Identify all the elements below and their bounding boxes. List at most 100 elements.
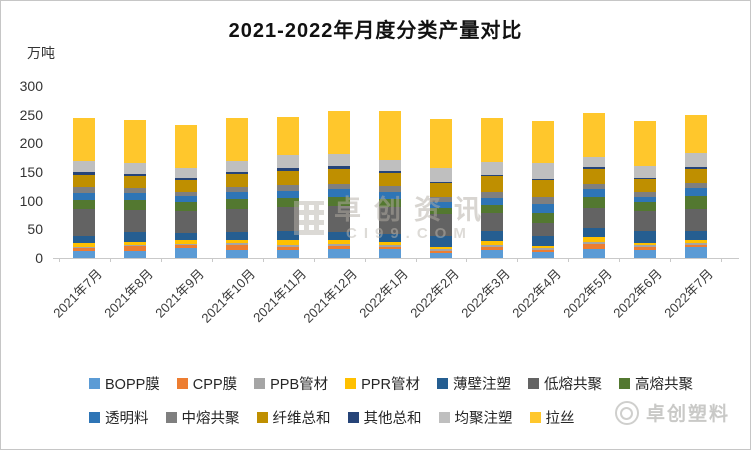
legend-swatch-icon xyxy=(165,412,177,423)
bar-segment xyxy=(582,208,605,229)
bar-segment xyxy=(175,243,198,245)
bar-segment xyxy=(582,169,605,184)
bar-segment xyxy=(531,248,554,251)
bar-segment xyxy=(633,120,656,167)
zhuochuang-logo-icon xyxy=(614,400,639,425)
bar-segment xyxy=(226,174,249,188)
bar-segment xyxy=(124,188,147,194)
bar-segment xyxy=(684,243,707,245)
axis-tick-mark xyxy=(364,258,366,262)
x-tick-label: 2021年10月 xyxy=(198,266,258,326)
bar-segment xyxy=(175,178,198,181)
bar-slot xyxy=(415,86,466,258)
bar-segment xyxy=(429,247,452,250)
bar-segment xyxy=(531,250,554,253)
x-tick-label: 2021年12月 xyxy=(300,266,360,326)
bar-segment xyxy=(531,246,554,249)
legend-swatch-icon xyxy=(618,378,630,389)
bar-segment xyxy=(277,117,300,156)
legend-item-4: PPR管材 xyxy=(345,373,420,394)
bar-segment xyxy=(73,172,96,175)
plot-area xyxy=(59,86,721,258)
legend-swatch-icon xyxy=(527,378,539,389)
legend-swatch-icon xyxy=(89,378,100,389)
y-tick-label: 200 xyxy=(19,135,43,152)
legend-item-8: 透明料 xyxy=(89,407,149,428)
bar-segment xyxy=(226,172,249,175)
bar-segment xyxy=(480,192,503,198)
bar-segment xyxy=(582,248,605,258)
x-tick-label: 2022年3月 xyxy=(457,266,513,321)
legend-label: PPB管材 xyxy=(270,377,329,393)
bar-slot xyxy=(670,86,721,258)
y-tick-label: 0 xyxy=(35,250,43,266)
bar-segment xyxy=(73,250,96,258)
bar-segment xyxy=(684,244,707,247)
stacked-bar xyxy=(226,117,249,258)
legend-swatch-icon xyxy=(438,412,450,423)
legend-swatch-icon xyxy=(436,378,448,389)
bar-segment xyxy=(582,228,605,238)
bar-segment xyxy=(480,244,503,247)
bar-segment xyxy=(73,174,96,187)
axis-tick-mark xyxy=(466,258,468,262)
bar-segment xyxy=(226,208,249,232)
bar-segment xyxy=(480,213,503,231)
bar-segment xyxy=(684,196,707,209)
bar-segment xyxy=(429,118,452,169)
axis-tick-mark xyxy=(313,258,315,262)
legend-item-5: 薄壁注塑 xyxy=(436,373,511,394)
legend-label: 拉丝 xyxy=(545,411,575,427)
stacked-bar xyxy=(480,117,503,258)
bar-segment xyxy=(124,210,147,233)
bar-segment xyxy=(73,246,96,248)
axis-tick-mark xyxy=(160,258,162,262)
legend-label: BOPP膜 xyxy=(105,377,160,393)
legend-item-2: CPP膜 xyxy=(176,373,238,394)
bar-segment xyxy=(277,206,300,232)
bar-segment xyxy=(633,177,656,180)
bar-segment xyxy=(226,199,249,209)
legend-item-10: 纤维总和 xyxy=(256,407,331,428)
x-tick-label: 2022年6月 xyxy=(610,266,666,321)
bar-segment xyxy=(582,241,605,245)
bar-segment xyxy=(582,188,605,197)
legend-item-1: BOPP膜 xyxy=(89,373,160,394)
legend-label: 纤维总和 xyxy=(272,411,331,427)
bar-segment xyxy=(684,153,707,167)
legend-label: 透明料 xyxy=(105,411,149,427)
legend-swatch-icon xyxy=(256,412,268,423)
bar-segment xyxy=(531,180,554,197)
bar-segment xyxy=(684,239,707,244)
bar-segment xyxy=(328,169,351,184)
stacked-bar xyxy=(582,113,605,258)
bar-segment xyxy=(328,245,351,249)
bar-segment xyxy=(328,244,351,246)
bar-segment xyxy=(226,192,249,200)
bar-segment xyxy=(684,230,707,240)
bar-segment xyxy=(226,160,249,173)
x-tick-label: 2021年7月 xyxy=(50,266,106,321)
y-tick-label: 150 xyxy=(19,164,43,180)
bar-segment xyxy=(429,196,452,203)
bar-slot xyxy=(365,86,416,258)
x-tick-label: 2022年4月 xyxy=(508,266,564,321)
stacked-bar xyxy=(73,117,96,258)
bar-segment xyxy=(633,202,656,211)
axis-tick-mark xyxy=(415,258,417,262)
bar-segment xyxy=(73,192,96,200)
bar-segment xyxy=(531,236,554,247)
bar-segment xyxy=(226,231,249,240)
bar-segment xyxy=(175,210,198,234)
y-axis: 300 250 200 150 100 50 0 xyxy=(1,78,47,266)
bar-segment xyxy=(531,196,554,204)
bar-segment xyxy=(684,168,707,183)
bar-segment xyxy=(633,242,656,246)
bar-segment xyxy=(429,168,452,182)
bar-segment xyxy=(633,245,656,248)
stacked-bar xyxy=(175,124,198,258)
bar-segment xyxy=(175,247,198,258)
legend-label: CPP膜 xyxy=(192,377,238,393)
bar-segment xyxy=(277,155,300,168)
